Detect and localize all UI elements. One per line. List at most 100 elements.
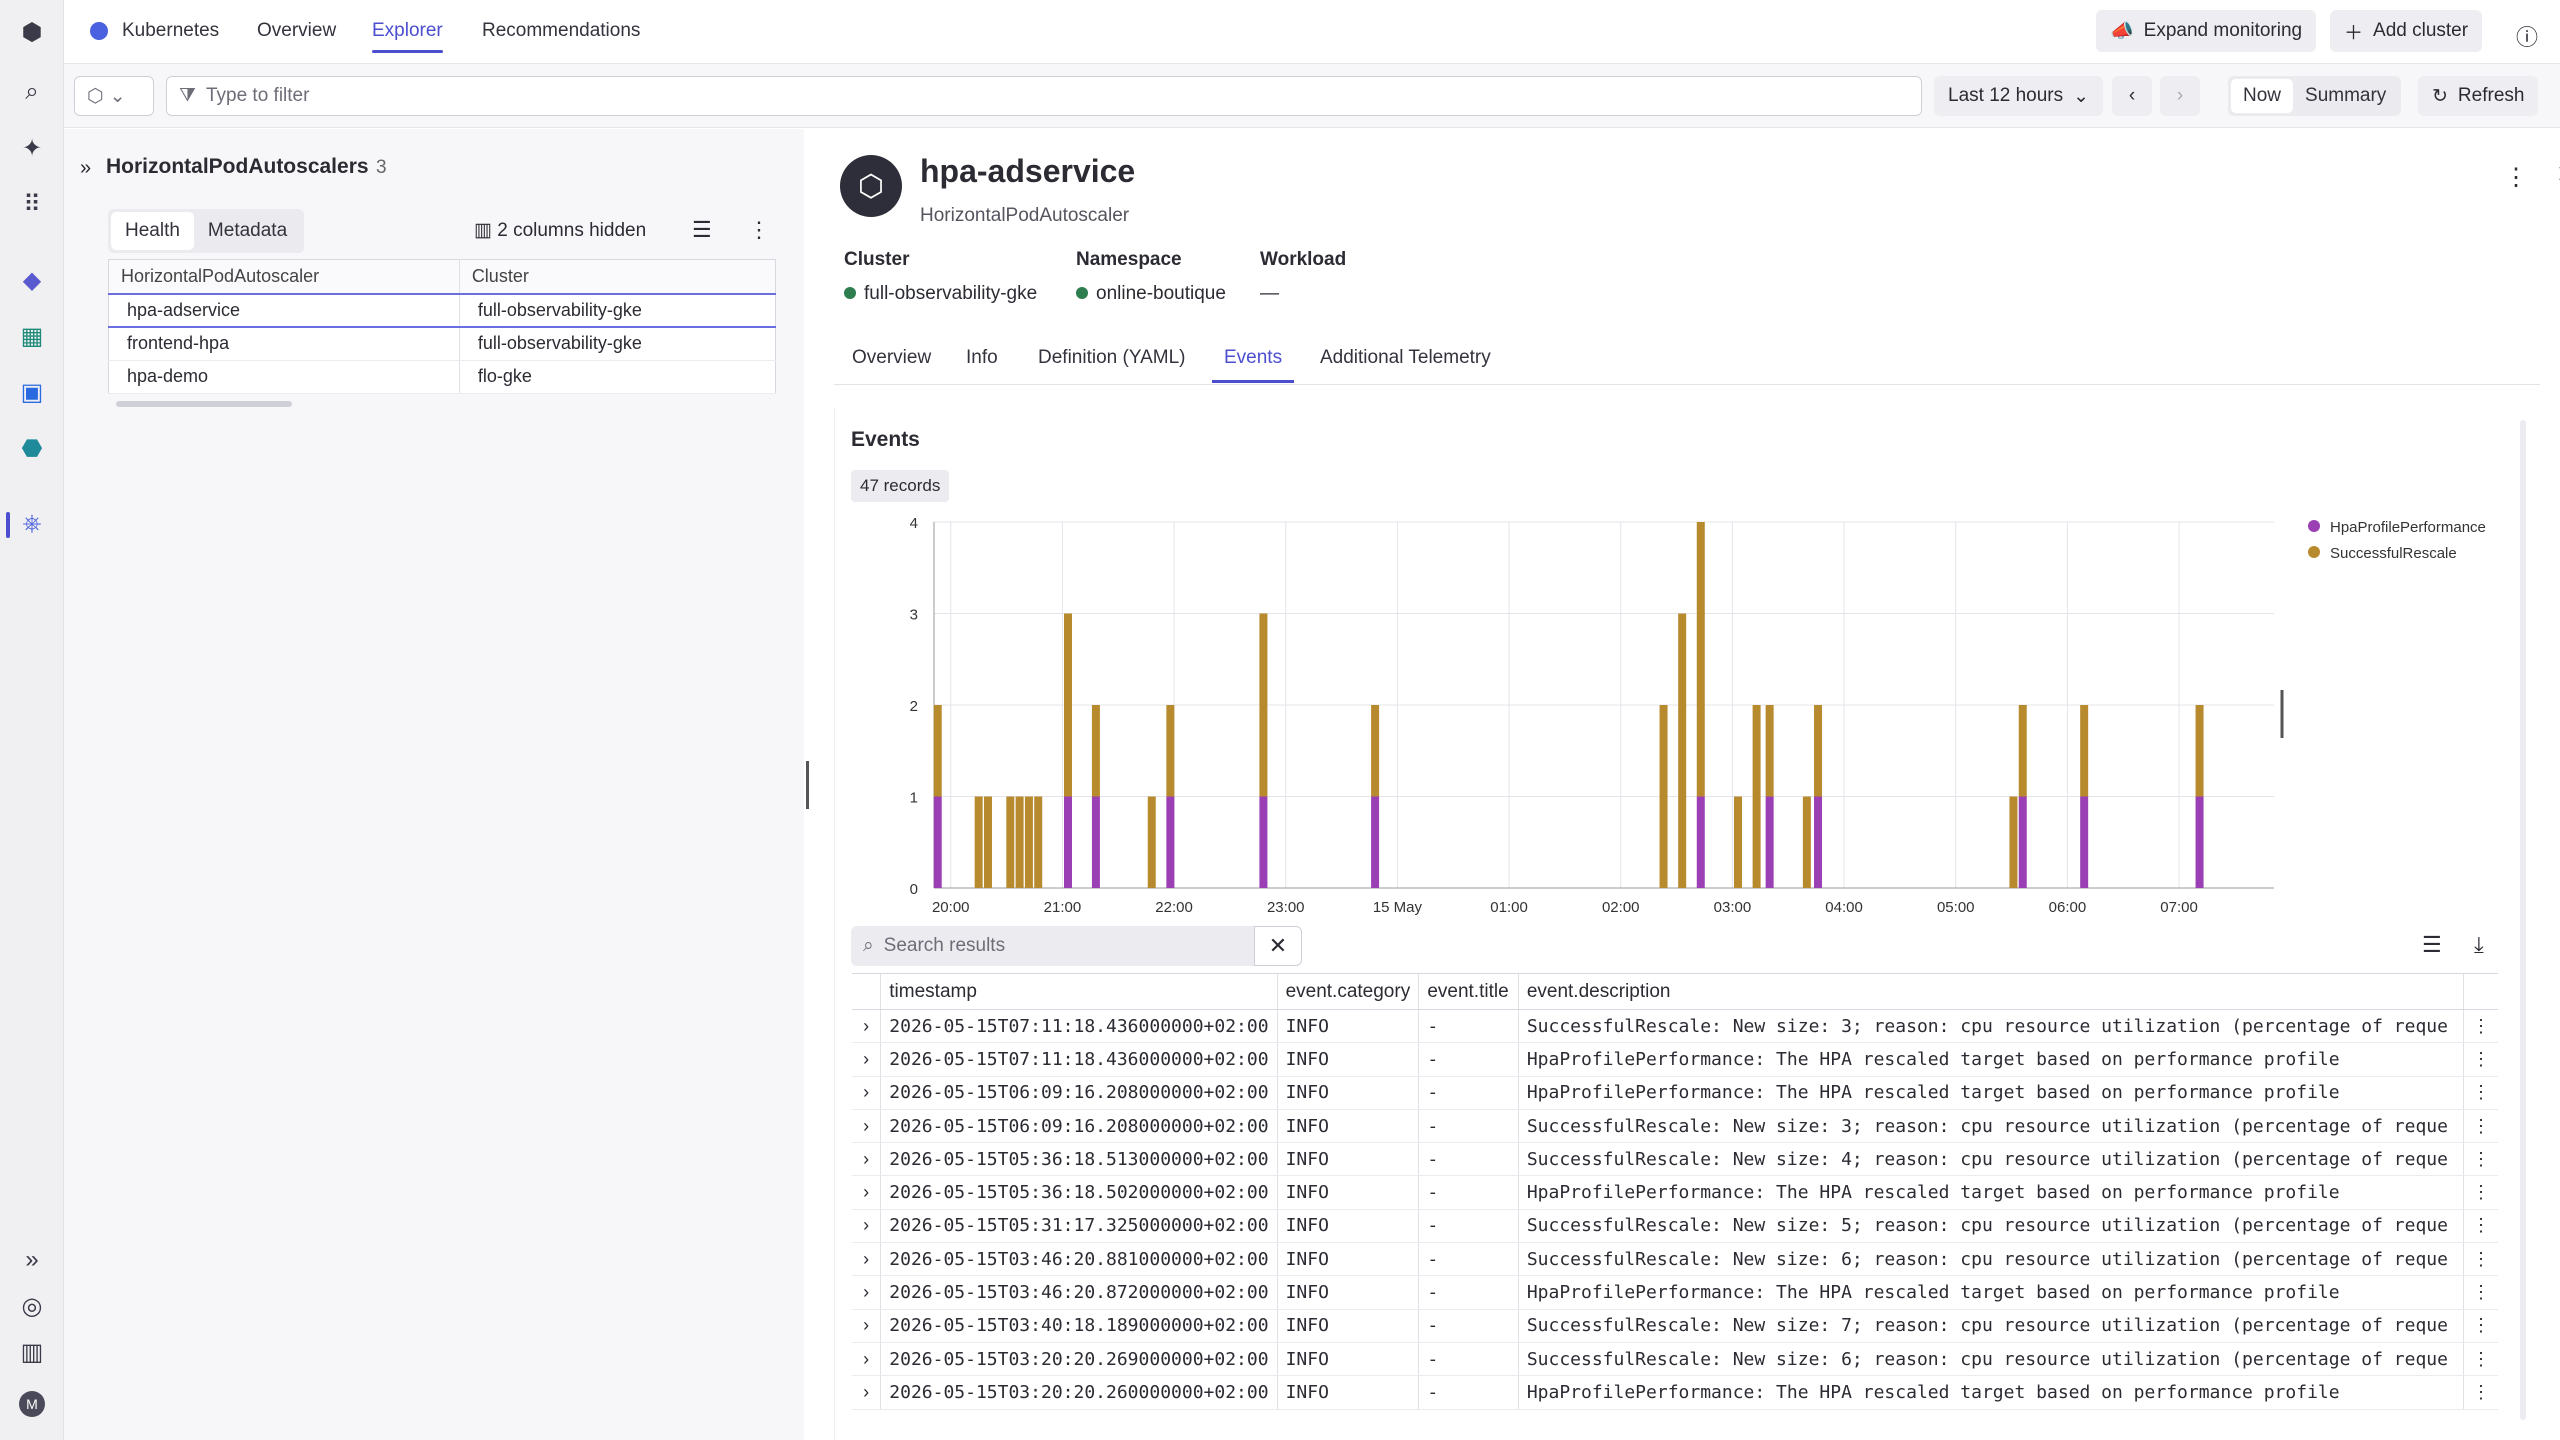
timestamp-cell[interactable]: 2026-05-15T07:11:18.436000000+02:00 xyxy=(880,1042,1278,1077)
category-cell[interactable]: INFO xyxy=(1276,1009,1419,1044)
timestamp-cell[interactable]: 2026-05-15T03:20:20.269000000+02:00 xyxy=(880,1342,1278,1377)
timestamp-cell[interactable]: 2026-05-15T03:46:20.881000000+02:00 xyxy=(880,1242,1278,1277)
row-menu-icon[interactable]: ⋮ xyxy=(2462,1275,2498,1310)
bar-hpa-profile-performance[interactable] xyxy=(1166,796,1175,889)
bar-successful-rescale[interactable] xyxy=(1006,796,1015,889)
timestamp-cell[interactable]: 2026-05-15T03:40:18.189000000+02:00 xyxy=(880,1309,1278,1343)
category-cell[interactable]: INFO xyxy=(1276,1275,1419,1310)
title-cell[interactable]: - xyxy=(1418,1175,1519,1210)
category-cell[interactable]: INFO xyxy=(1276,1375,1419,1410)
title-cell[interactable]: - xyxy=(1418,1009,1519,1044)
bar-hpa-profile-performance[interactable] xyxy=(1814,796,1823,889)
expand-row-icon[interactable]: › xyxy=(852,1275,881,1310)
app-icon-4[interactable]: ⬣ xyxy=(21,434,43,462)
tab-definition[interactable]: Definition (YAML) xyxy=(1038,347,1186,368)
timestamp-cell[interactable]: 2026-05-15T06:09:16.208000000+02:00 xyxy=(880,1109,1278,1144)
bar-successful-rescale[interactable] xyxy=(1091,705,1100,797)
bar-hpa-profile-performance[interactable] xyxy=(1259,796,1268,889)
bar-successful-rescale[interactable] xyxy=(1015,796,1024,889)
row-menu-icon[interactable]: ⋮ xyxy=(2462,1076,2498,1110)
timestamp-cell[interactable]: 2026-05-15T03:46:20.872000000+02:00 xyxy=(880,1275,1278,1310)
table-row[interactable]: hpa-adservice full-observability-gke xyxy=(108,293,776,328)
bar-successful-rescale[interactable] xyxy=(1734,796,1742,889)
panel-resize-handle[interactable] xyxy=(806,761,809,809)
table-row[interactable]: › 2026-05-15T03:20:20.269000000+02:00 INFO… xyxy=(852,1342,2498,1377)
help-ring-icon[interactable]: ◎ xyxy=(21,1292,43,1320)
legend-label[interactable]: SuccessfulRescale xyxy=(2330,545,2457,562)
tab-recommendations[interactable]: Recommendations xyxy=(482,20,641,41)
row-menu-icon[interactable]: ⋮ xyxy=(2462,1309,2498,1343)
avatar[interactable]: M xyxy=(16,1388,48,1420)
row-menu-icon[interactable]: ⋮ xyxy=(2462,1009,2498,1044)
tab-explorer[interactable]: Explorer xyxy=(372,20,443,53)
legend-label[interactable]: HpaProfilePerformance xyxy=(2330,519,2486,536)
description-cell[interactable]: HpaProfilePerformance: The HPA rescaled … xyxy=(1517,1375,2464,1410)
download-icon[interactable]: ⤓ xyxy=(2474,932,2484,957)
bar-hpa-profile-performance[interactable] xyxy=(1371,796,1380,889)
horizontal-scrollbar[interactable] xyxy=(116,401,292,407)
table-row[interactable]: › 2026-05-15T03:40:18.189000000+02:00 INFO… xyxy=(852,1309,2498,1343)
timestamp-cell[interactable]: 2026-05-15T05:31:17.325000000+02:00 xyxy=(880,1209,1278,1244)
bar-successful-rescale[interactable] xyxy=(1259,613,1268,797)
column-header-timestamp[interactable]: timestamp xyxy=(880,973,1278,1010)
search-results-input[interactable]: ⌕ Search results xyxy=(851,926,1265,966)
table-row[interactable]: › 2026-05-15T05:31:17.325000000+02:00 INFO… xyxy=(852,1209,2498,1244)
bar-successful-rescale[interactable] xyxy=(1696,522,1705,797)
timestamp-cell[interactable]: 2026-05-15T07:11:18.436000000+02:00 xyxy=(880,1009,1278,1044)
bar-successful-rescale[interactable] xyxy=(1024,796,1033,889)
tab-overview[interactable]: Overview xyxy=(852,347,932,368)
refresh-button[interactable]: ↻ Refresh xyxy=(2418,76,2539,116)
expand-panel-icon[interactable]: » xyxy=(80,157,92,179)
bar-hpa-profile-performance[interactable] xyxy=(1064,796,1072,889)
bar-successful-rescale[interactable] xyxy=(974,796,983,889)
sparkle-icon[interactable]: ✦ xyxy=(21,134,43,162)
description-cell[interactable]: HpaProfilePerformance: The HPA rescaled … xyxy=(1517,1076,2464,1110)
bar-successful-rescale[interactable] xyxy=(1166,705,1175,797)
hpa-name-cell[interactable]: hpa-demo xyxy=(108,360,460,394)
bar-successful-rescale[interactable] xyxy=(2009,796,2018,889)
hpa-name-cell[interactable]: hpa-adservice xyxy=(108,293,460,328)
description-cell[interactable]: HpaProfilePerformance: The HPA rescaled … xyxy=(1517,1042,2464,1077)
category-cell[interactable]: INFO xyxy=(1276,1209,1419,1244)
add-cluster-button[interactable]: ＋ Add cluster xyxy=(2330,10,2483,52)
bar-successful-rescale[interactable] xyxy=(1765,705,1774,797)
time-forward-button[interactable]: › xyxy=(2160,76,2200,116)
bar-successful-rescale[interactable] xyxy=(1678,613,1687,889)
app-title[interactable]: Kubernetes xyxy=(122,20,220,41)
table-row[interactable]: › 2026-05-15T03:20:20.260000000+02:00 INFO… xyxy=(852,1375,2498,1410)
time-back-button[interactable]: ‹ xyxy=(2112,76,2152,116)
title-cell[interactable]: - xyxy=(1418,1242,1519,1277)
title-cell[interactable]: - xyxy=(1418,1142,1519,1177)
description-cell[interactable]: SuccessfulRescale: New size: 6; reason: … xyxy=(1517,1342,2464,1377)
expand-row-icon[interactable]: › xyxy=(852,1042,881,1077)
bar-hpa-profile-performance[interactable] xyxy=(1696,796,1705,889)
more-options-icon[interactable]: ⋮ xyxy=(748,217,770,242)
column-header[interactable]: HorizontalPodAutoscaler xyxy=(108,259,460,295)
bar-hpa-profile-performance[interactable] xyxy=(2080,796,2089,889)
namespace-value[interactable]: online-boutique xyxy=(1076,283,1226,305)
tab-overview[interactable]: Overview xyxy=(257,20,337,41)
table-row[interactable]: › 2026-05-15T06:09:16.208000000+02:00 INFO… xyxy=(852,1076,2498,1110)
expand-row-icon[interactable]: › xyxy=(852,1342,881,1377)
title-cell[interactable]: - xyxy=(1418,1076,1519,1110)
now-toggle[interactable]: Now xyxy=(2231,79,2294,113)
row-menu-icon[interactable]: ⋮ xyxy=(2462,1142,2498,1177)
bar-successful-rescale[interactable] xyxy=(1034,796,1043,889)
category-cell[interactable]: INFO xyxy=(1276,1142,1419,1177)
timestamp-cell[interactable]: 2026-05-15T05:36:18.502000000+02:00 xyxy=(880,1175,1278,1210)
table-settings-icon[interactable]: ☰ xyxy=(2422,932,2442,957)
row-menu-icon[interactable]: ⋮ xyxy=(2462,1109,2498,1144)
table-row[interactable]: › 2026-05-15T03:46:20.881000000+02:00 INFO… xyxy=(852,1242,2498,1277)
expand-row-icon[interactable]: › xyxy=(852,1175,881,1210)
row-menu-icon[interactable]: ⋮ xyxy=(2462,1175,2498,1210)
bar-successful-rescale[interactable] xyxy=(1064,613,1072,797)
bar-hpa-profile-performance[interactable] xyxy=(2195,796,2204,889)
expand-rail-icon[interactable]: » xyxy=(25,1246,39,1273)
title-cell[interactable]: - xyxy=(1418,1342,1519,1377)
bar-successful-rescale[interactable] xyxy=(1814,705,1823,797)
row-menu-icon[interactable]: ⋮ xyxy=(2462,1209,2498,1244)
filter-input[interactable]: ⧩ Type to filter xyxy=(166,76,1922,116)
description-cell[interactable]: SuccessfulRescale: New size: 3; reason: … xyxy=(1517,1109,2464,1144)
description-cell[interactable]: SuccessfulRescale: New size: 5; reason: … xyxy=(1517,1209,2464,1244)
clear-search-icon[interactable]: ✕ xyxy=(1254,926,1302,966)
